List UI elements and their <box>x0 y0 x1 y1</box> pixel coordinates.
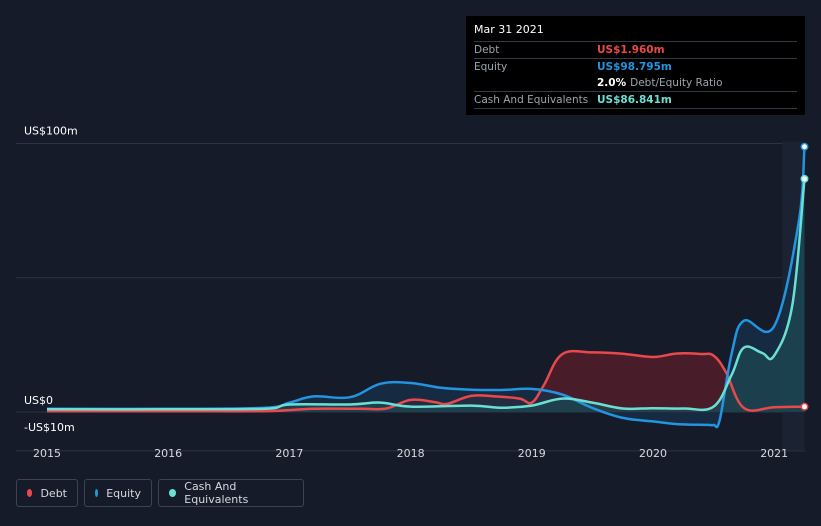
tooltip-equity-value: US$98.795m <box>597 61 672 73</box>
area-cash-and-equivalents <box>47 178 805 412</box>
legend-cash-dot <box>169 489 177 497</box>
x-tick-label: 2017 <box>275 447 303 460</box>
legend-equity-dot <box>95 489 99 497</box>
legend-item-cash[interactable]: Cash And Equivalents <box>158 479 304 507</box>
marker-cash-and-equivalents <box>800 174 809 183</box>
x-tick-label: 2018 <box>397 447 425 460</box>
legend-debt-dot <box>27 489 33 497</box>
line-cash-and-equivalents <box>46 178 806 412</box>
tooltip-debt-value: US$1.960m <box>597 44 665 56</box>
tooltip-ratio-label: Debt/Equity Ratio <box>630 77 723 89</box>
tooltip-ratio-value: 2.0% <box>597 77 627 89</box>
legend-debt-label: Debt <box>40 486 67 500</box>
legend-equity-label: Equity <box>106 486 141 500</box>
marker-debt <box>800 402 809 411</box>
x-tick-label: 2021 <box>760 447 788 460</box>
x-tick-label: 2016 <box>154 447 182 460</box>
tooltip-equity-label: Equity <box>474 61 508 73</box>
x-tick-label: 2019 <box>518 447 546 460</box>
tooltip-cash-row: Cash And Equivalents US$86.841m <box>474 92 797 109</box>
line-equity <box>46 146 806 429</box>
tooltip-cash-label: Cash And Equivalents <box>474 94 589 106</box>
x-tick-label: 2020 <box>639 447 667 460</box>
legend-cash-label: Cash And Equivalents <box>184 480 249 506</box>
tooltip-cash-value: US$86.841m <box>597 94 672 106</box>
y-tick-label: US$100m <box>24 125 78 138</box>
x-tick-label: 2015 <box>33 447 61 460</box>
tooltip: Mar 31 2021 Debt US$1.960m Equity US$98.… <box>466 16 805 115</box>
x-axis-ticks: 2015 2016 2017 2018 2019 2020 2021 <box>33 447 788 460</box>
tooltip-date: Mar 31 2021 <box>474 22 797 42</box>
series-lines <box>46 146 806 429</box>
tooltip-debt-label: Debt <box>474 44 500 56</box>
area-debt <box>47 351 805 412</box>
line-debt <box>47 349 805 413</box>
legend-item-equity[interactable]: Equity <box>84 479 152 507</box>
tooltip-debt-row: Debt US$1.960m <box>474 42 797 59</box>
series-areas <box>47 146 805 428</box>
y-axis-ticks: US$100m US$0 -US$10m <box>24 125 78 434</box>
y-tick-label: -US$10m <box>24 421 75 434</box>
tooltip-ratio-row: 2.0% Debt/Equity Ratio <box>474 75 797 92</box>
series-markers <box>800 142 809 411</box>
legend-item-debt[interactable]: Debt <box>16 479 78 507</box>
y-tick-label: US$0 <box>24 394 53 407</box>
tooltip-equity-row: Equity US$98.795m <box>474 59 797 75</box>
marker-equity <box>800 142 809 151</box>
